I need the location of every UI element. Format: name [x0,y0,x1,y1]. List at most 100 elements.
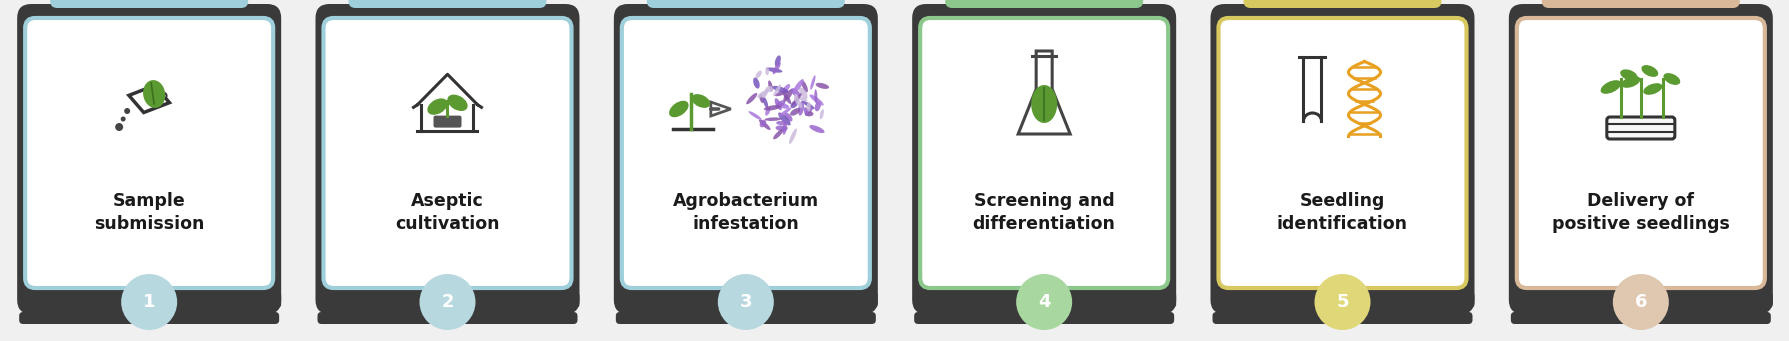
Ellipse shape [793,79,803,94]
Ellipse shape [764,107,769,116]
FancyBboxPatch shape [920,18,1168,288]
FancyBboxPatch shape [1211,292,1310,308]
Text: Agrobacterium
infestation: Agrobacterium infestation [673,192,818,233]
FancyBboxPatch shape [1243,0,1440,8]
Ellipse shape [805,107,812,115]
Ellipse shape [775,55,780,66]
FancyBboxPatch shape [25,18,274,288]
Circle shape [161,93,166,99]
Circle shape [114,123,123,131]
FancyBboxPatch shape [914,312,1174,324]
Ellipse shape [764,105,780,110]
Ellipse shape [775,90,787,96]
Text: Seedling
identification: Seedling identification [1276,192,1408,233]
Ellipse shape [780,126,787,131]
FancyBboxPatch shape [1079,292,1175,308]
FancyBboxPatch shape [912,4,1175,314]
FancyBboxPatch shape [433,116,462,128]
Ellipse shape [767,80,773,91]
Ellipse shape [816,83,828,89]
Text: Screening and
differentiation: Screening and differentiation [971,192,1115,233]
Ellipse shape [753,77,759,89]
FancyBboxPatch shape [1508,4,1771,314]
Text: 2: 2 [442,293,453,311]
Circle shape [419,274,476,330]
FancyBboxPatch shape [349,0,546,8]
Ellipse shape [778,103,789,109]
Ellipse shape [759,119,769,130]
Ellipse shape [1641,65,1657,77]
Ellipse shape [805,112,812,116]
Ellipse shape [809,94,823,106]
Ellipse shape [778,113,791,125]
Ellipse shape [775,100,785,108]
Ellipse shape [773,62,780,74]
Ellipse shape [784,89,793,101]
FancyBboxPatch shape [1510,292,1607,308]
FancyBboxPatch shape [614,4,877,314]
Ellipse shape [764,117,782,121]
Ellipse shape [791,93,801,106]
Text: 4: 4 [1038,293,1050,311]
Ellipse shape [805,102,810,112]
FancyBboxPatch shape [1209,4,1474,314]
Ellipse shape [814,101,821,112]
Ellipse shape [669,101,689,117]
Ellipse shape [801,101,814,109]
FancyBboxPatch shape [315,4,580,314]
Ellipse shape [766,68,782,73]
Polygon shape [710,102,730,116]
Ellipse shape [798,88,807,99]
FancyBboxPatch shape [317,312,578,324]
Ellipse shape [789,129,796,144]
FancyBboxPatch shape [945,0,1143,8]
Ellipse shape [748,111,762,120]
FancyBboxPatch shape [50,0,249,8]
Text: 1: 1 [143,293,156,311]
Ellipse shape [1619,69,1637,80]
Ellipse shape [766,67,769,75]
Ellipse shape [782,84,789,92]
Ellipse shape [784,113,793,121]
Ellipse shape [801,80,807,92]
Ellipse shape [1662,73,1680,85]
FancyBboxPatch shape [483,292,580,308]
Ellipse shape [819,109,823,119]
FancyBboxPatch shape [1378,292,1474,308]
FancyBboxPatch shape [1607,117,1675,139]
Ellipse shape [773,129,784,139]
Ellipse shape [782,121,787,135]
FancyBboxPatch shape [615,292,712,308]
Ellipse shape [759,120,766,127]
Ellipse shape [762,97,767,108]
Circle shape [717,274,773,330]
Ellipse shape [773,85,780,96]
Ellipse shape [782,92,791,104]
FancyBboxPatch shape [914,292,1011,308]
Ellipse shape [775,98,782,110]
Circle shape [122,274,177,330]
FancyBboxPatch shape [184,292,281,308]
FancyBboxPatch shape [1218,18,1465,288]
Ellipse shape [1599,80,1621,94]
Ellipse shape [810,75,816,90]
Ellipse shape [691,94,710,108]
FancyBboxPatch shape [1515,18,1764,288]
Circle shape [1313,274,1370,330]
FancyBboxPatch shape [1540,0,1739,8]
Ellipse shape [794,97,801,108]
Text: 5: 5 [1336,293,1347,311]
FancyBboxPatch shape [20,292,116,308]
Text: 6: 6 [1633,293,1646,311]
FancyBboxPatch shape [317,292,415,308]
Text: 3: 3 [739,293,751,311]
Ellipse shape [778,107,791,116]
FancyBboxPatch shape [1510,312,1769,324]
Ellipse shape [776,121,787,125]
Ellipse shape [143,80,165,108]
Ellipse shape [794,94,798,103]
Ellipse shape [791,101,798,108]
Ellipse shape [791,88,800,98]
Circle shape [1612,274,1667,330]
Circle shape [123,108,131,114]
